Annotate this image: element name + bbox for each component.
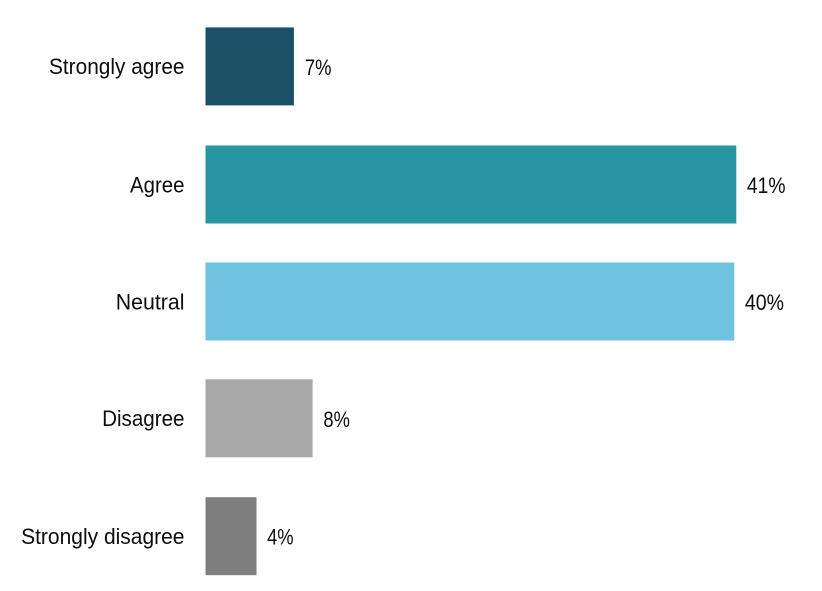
svg-text:Neutral: Neutral bbox=[116, 289, 185, 314]
svg-text:7%: 7% bbox=[305, 55, 332, 80]
svg-text:40%: 40% bbox=[745, 290, 784, 315]
svg-text:8%: 8% bbox=[323, 407, 350, 432]
svg-text:4%: 4% bbox=[267, 525, 294, 550]
svg-text:Strongly agree: Strongly agree bbox=[49, 54, 185, 79]
svg-text:Agree: Agree bbox=[130, 172, 185, 197]
svg-text:Strongly disagree: Strongly disagree bbox=[21, 524, 184, 549]
svg-text:Disagree: Disagree bbox=[102, 406, 184, 431]
svg-text:41%: 41% bbox=[747, 173, 786, 198]
